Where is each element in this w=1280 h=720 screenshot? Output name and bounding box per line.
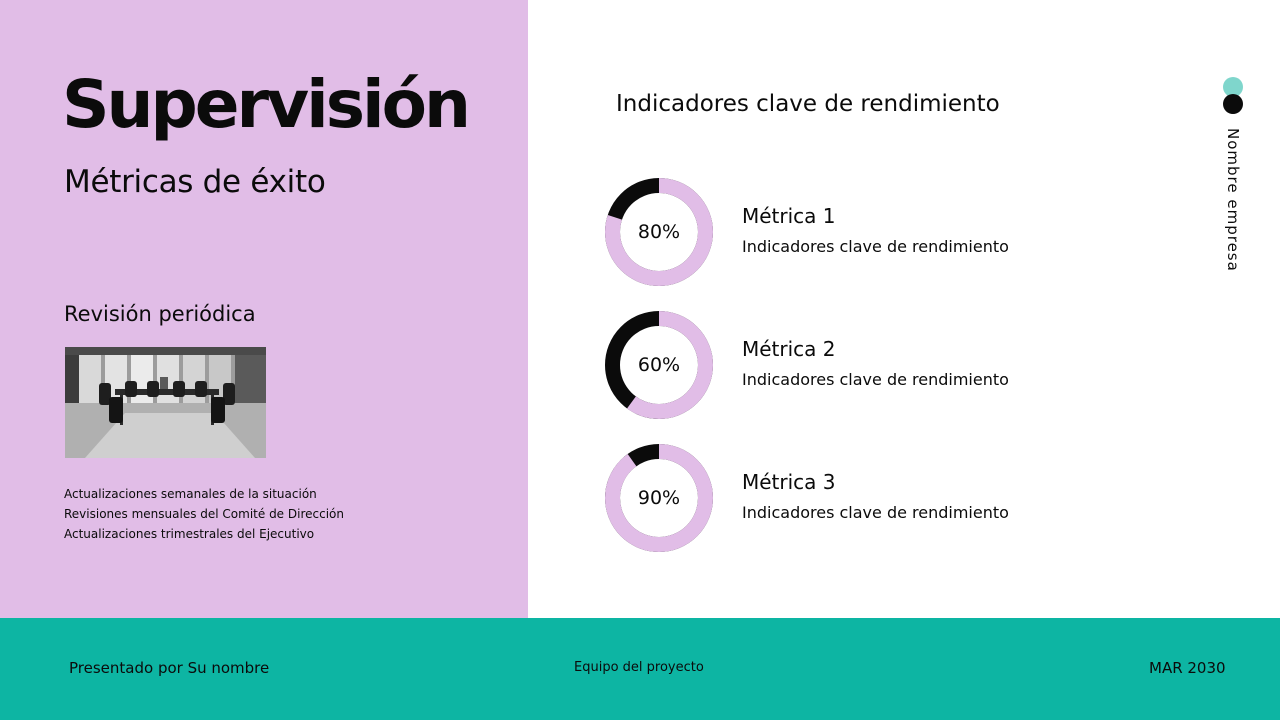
- left-panel: Supervisión Métricas de éxito Revisión p…: [0, 0, 528, 618]
- metric-1: 80% Métrica 1 Indicadores clave de rendi…: [604, 177, 1124, 287]
- black-dot-icon: [1223, 94, 1243, 114]
- footer-presenter: Presentado por Su nombre: [69, 659, 270, 677]
- metric-3: 90% Métrica 3 Indicadores clave de rendi…: [604, 443, 1124, 553]
- metric-3-name: Métrica 3: [742, 470, 836, 494]
- review-item: Actualizaciones semanales de la situació…: [64, 487, 317, 501]
- footer: Presentado por Su nombre Equipo del proy…: [0, 618, 1280, 720]
- meeting-room-photo: [65, 347, 266, 458]
- review-item: Actualizaciones trimestrales del Ejecuti…: [64, 527, 315, 541]
- metric-3-description: Indicadores clave de rendimiento: [742, 503, 1009, 522]
- review-item: Revisiones mensuales del Comité de Direc…: [64, 507, 344, 521]
- metric-1-description: Indicadores clave de rendimiento: [742, 237, 1009, 256]
- slide-subtitle: Métricas de éxito: [64, 164, 326, 200]
- metric-2: 60% Métrica 2 Indicadores clave de rendi…: [604, 310, 1124, 420]
- mint-dot-icon: [1223, 77, 1243, 97]
- metric-2-percent: 60%: [637, 354, 681, 376]
- footer-team: Equipo del proyecto: [574, 660, 704, 675]
- donut-value-arc: [605, 178, 713, 286]
- metric-3-donut: [604, 443, 714, 553]
- metric-1-donut: [604, 177, 714, 287]
- meeting-room-illustration: [65, 347, 266, 458]
- review-heading: Revisión periódica: [64, 302, 256, 326]
- donut-value-arc: [605, 311, 713, 419]
- footer-date: MAR 2030: [1149, 659, 1226, 677]
- metric-2-donut: [604, 310, 714, 420]
- donut-value-arc: [605, 444, 713, 552]
- metric-1-name: Métrica 1: [742, 204, 836, 228]
- metric-1-percent: 80%: [637, 221, 681, 243]
- kpi-heading: Indicadores clave de rendimiento: [616, 91, 1000, 117]
- metric-2-description: Indicadores clave de rendimiento: [742, 370, 1009, 389]
- metric-3-percent: 90%: [637, 487, 681, 509]
- slide-title: Supervisión: [62, 66, 471, 143]
- metric-2-name: Métrica 2: [742, 337, 836, 361]
- company-name: Nombre empresa: [1224, 128, 1242, 272]
- review-list: Actualizaciones semanales de la situació…: [64, 484, 344, 544]
